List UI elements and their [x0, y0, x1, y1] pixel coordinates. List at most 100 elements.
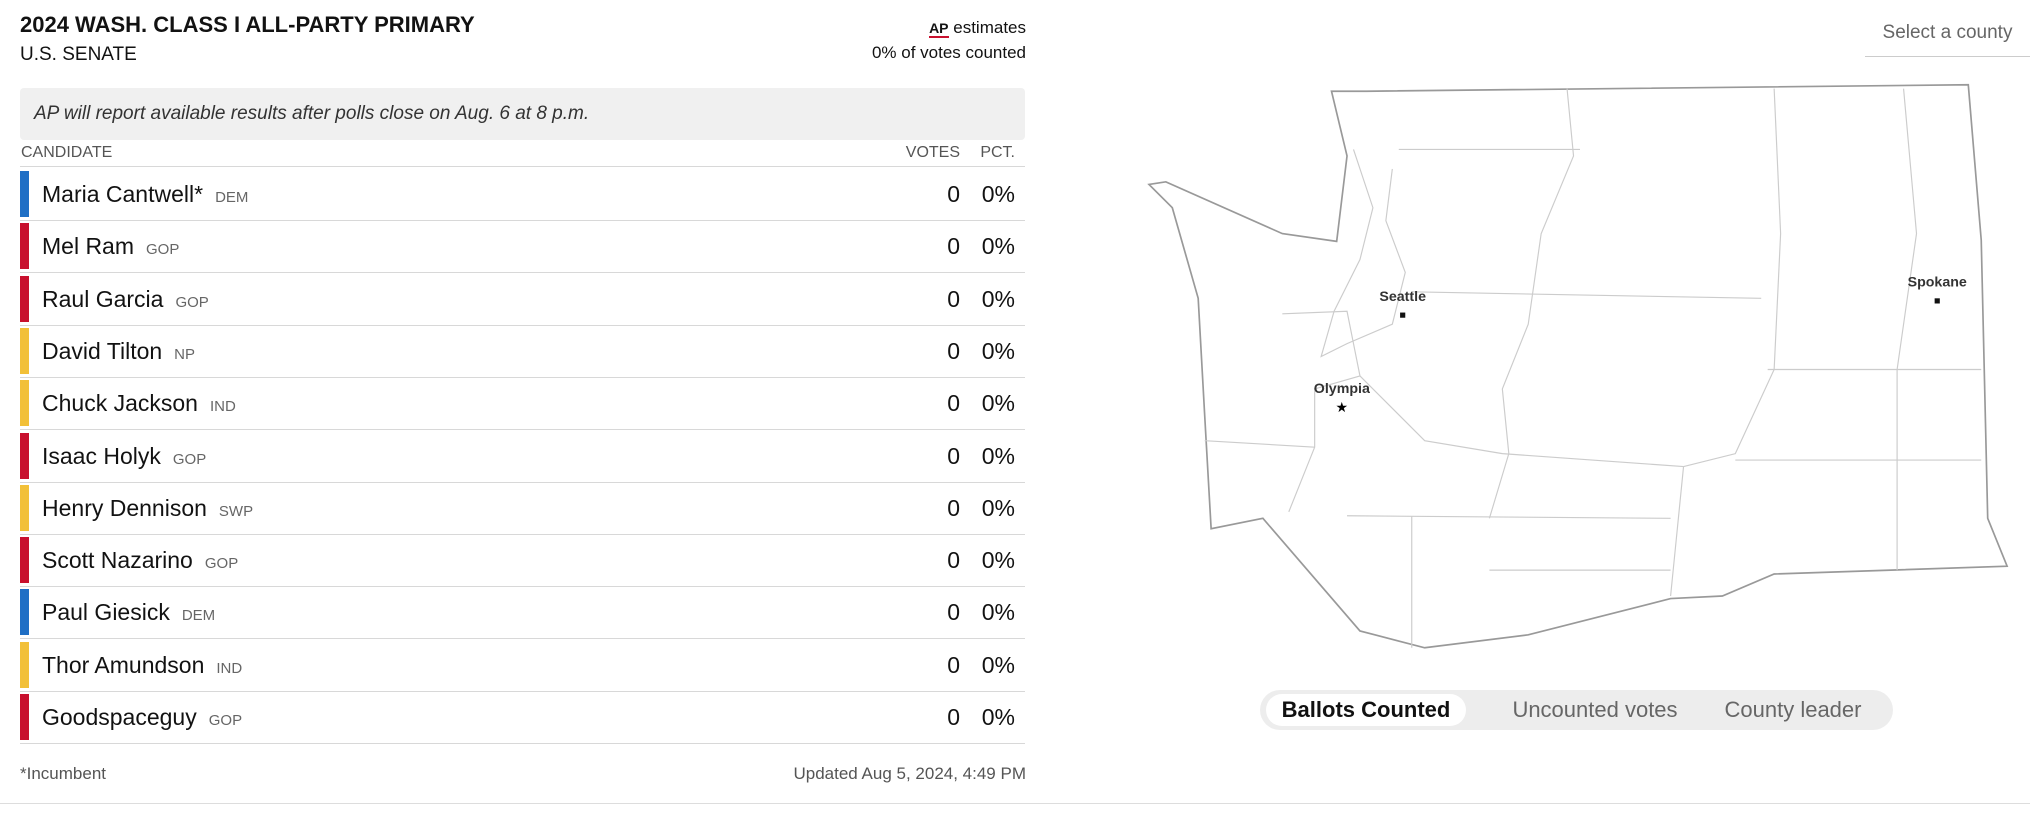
counted: 0% of votes counted	[871, 43, 1026, 62]
county-lines	[1204, 88, 1982, 648]
candidate-name: Goodspaceguy GOP	[42, 704, 242, 731]
map: ★ Seattle Spokane Olympia	[1147, 83, 2009, 649]
party-bar	[20, 171, 29, 217]
candidate-row: David Tilton NP 0 0%	[20, 325, 1025, 378]
candidate-row: Scott Nazarino GOP 0 0%	[20, 534, 1025, 588]
candidate-row: Isaac Holyk GOP 0 0%	[20, 430, 1025, 483]
name-text: Henry Dennison	[42, 494, 207, 521]
col-candidate: CANDIDATE	[21, 144, 113, 161]
candidate-name: Scott Nazarino GOP	[42, 547, 238, 574]
table-header: CANDIDATE VOTES PCT.	[20, 144, 1025, 167]
party-bar	[20, 589, 29, 636]
party-bar	[20, 380, 29, 427]
pct: 0%	[981, 599, 1015, 626]
candidate-row: Mel Ram GOP 0 0%	[20, 220, 1025, 274]
ap-logo: AP	[929, 20, 949, 38]
source-note: estimates	[953, 18, 1026, 37]
name-text: Raul Garcia	[42, 285, 164, 312]
pct: 0%	[981, 390, 1015, 417]
candidate-name: Paul Giesick DEM	[42, 599, 215, 626]
county-select[interactable]: Select a county	[1865, 22, 2030, 57]
notice-box: AP will report available results after p…	[20, 88, 1025, 140]
name-text: Chuck Jackson	[42, 390, 198, 417]
votes: 0	[947, 337, 960, 364]
party: NP	[174, 345, 196, 363]
name-text: David Tilton	[42, 337, 163, 364]
toggle-option[interactable]: Uncounted votes	[1512, 697, 1678, 722]
party: GOP	[204, 555, 239, 573]
votes: 0	[947, 599, 960, 626]
candidate-name: Mel Ram GOP	[42, 233, 179, 260]
candidate-name: Thor Amundson IND	[42, 652, 242, 679]
party: GOP	[208, 712, 243, 729]
divider	[0, 803, 2030, 804]
party-bar	[20, 694, 29, 740]
candidate-row: Goodspaceguy GOP 0 0%	[20, 691, 1025, 744]
candidate-row: Henry Dennison SWP 0 0%	[20, 482, 1025, 535]
candidate-row: Maria Cantwell* DEM 0 0%	[20, 168, 1025, 221]
party: GOP	[175, 293, 209, 311]
candidate-row: Raul Garcia GOP 0 0%	[20, 273, 1025, 326]
candidate-name: Isaac Holyk GOP	[42, 443, 206, 470]
name-text: Scott Nazarino	[42, 547, 193, 574]
col-votes: VOTES	[905, 144, 960, 161]
city-marker	[1400, 312, 1406, 318]
party: DEM	[215, 189, 249, 206]
city-label: Spokane	[1908, 275, 1967, 291]
city-marker	[1934, 298, 1940, 304]
candidate-name: Chuck Jackson IND	[42, 390, 236, 417]
pct: 0%	[981, 651, 1015, 678]
party-bar	[20, 327, 29, 374]
party: IND	[209, 398, 236, 416]
name-text: Isaac Holyk	[42, 442, 161, 469]
votes: 0	[947, 651, 960, 678]
party: GOP	[172, 450, 207, 468]
votes: 0	[947, 181, 960, 207]
source-line: AP estimates	[929, 18, 1026, 38]
party-bar	[20, 537, 29, 584]
footnote: *Incumbent	[20, 764, 106, 783]
pct: 0%	[981, 547, 1015, 574]
candidate-row: Chuck Jackson IND 0 0%	[20, 377, 1025, 431]
updated: Updated Aug 5, 2024, 4:49 PM	[793, 764, 1026, 783]
votes: 0	[947, 285, 960, 312]
party-bar	[20, 432, 29, 479]
candidate-row: Paul Giesick DEM 0 0%	[20, 586, 1025, 640]
name-text: Goodspaceguy	[42, 704, 197, 730]
name-text: Paul Giesick	[42, 599, 170, 626]
candidate-name: David Tilton NP	[42, 338, 195, 365]
candidate-name: Raul Garcia GOP	[42, 286, 209, 313]
subtitle: U.S. SENATE	[20, 44, 137, 65]
party-bar	[20, 275, 29, 322]
votes: 0	[947, 704, 960, 730]
party-bar	[20, 484, 29, 531]
pct: 0%	[981, 704, 1015, 730]
votes: 0	[947, 547, 960, 574]
votes: 0	[947, 233, 960, 260]
toggle-option[interactable]: Ballots Counted	[1266, 694, 1466, 726]
party: DEM	[181, 607, 216, 625]
party-bar	[20, 223, 29, 270]
votes: 0	[947, 494, 960, 521]
name-text: Maria Cantwell*	[42, 181, 204, 207]
candidate-row: Thor Amundson IND 0 0%	[20, 639, 1025, 692]
name-text: Mel Ram	[42, 233, 135, 260]
toggle-option[interactable]: County leader	[1724, 697, 1862, 722]
notice: AP will report available results after p…	[34, 103, 590, 124]
party: GOP	[146, 241, 180, 259]
pct: 0%	[981, 337, 1015, 364]
candidate-name: Henry Dennison SWP	[42, 495, 253, 522]
candidate-name: Maria Cantwell* DEM	[42, 181, 248, 208]
votes: 0	[947, 442, 960, 469]
party: SWP	[218, 502, 254, 520]
col-pct: PCT.	[980, 144, 1015, 161]
pct: 0%	[981, 233, 1015, 260]
party-bar	[20, 641, 29, 688]
pct: 0%	[981, 494, 1015, 521]
votes: 0	[947, 390, 960, 417]
city-label: Olympia	[1314, 381, 1370, 397]
pct: 0%	[981, 442, 1015, 469]
name-text: Thor Amundson	[42, 651, 205, 678]
view-toggle: Ballots Counted Uncounted votes County lea…	[1260, 690, 1893, 730]
